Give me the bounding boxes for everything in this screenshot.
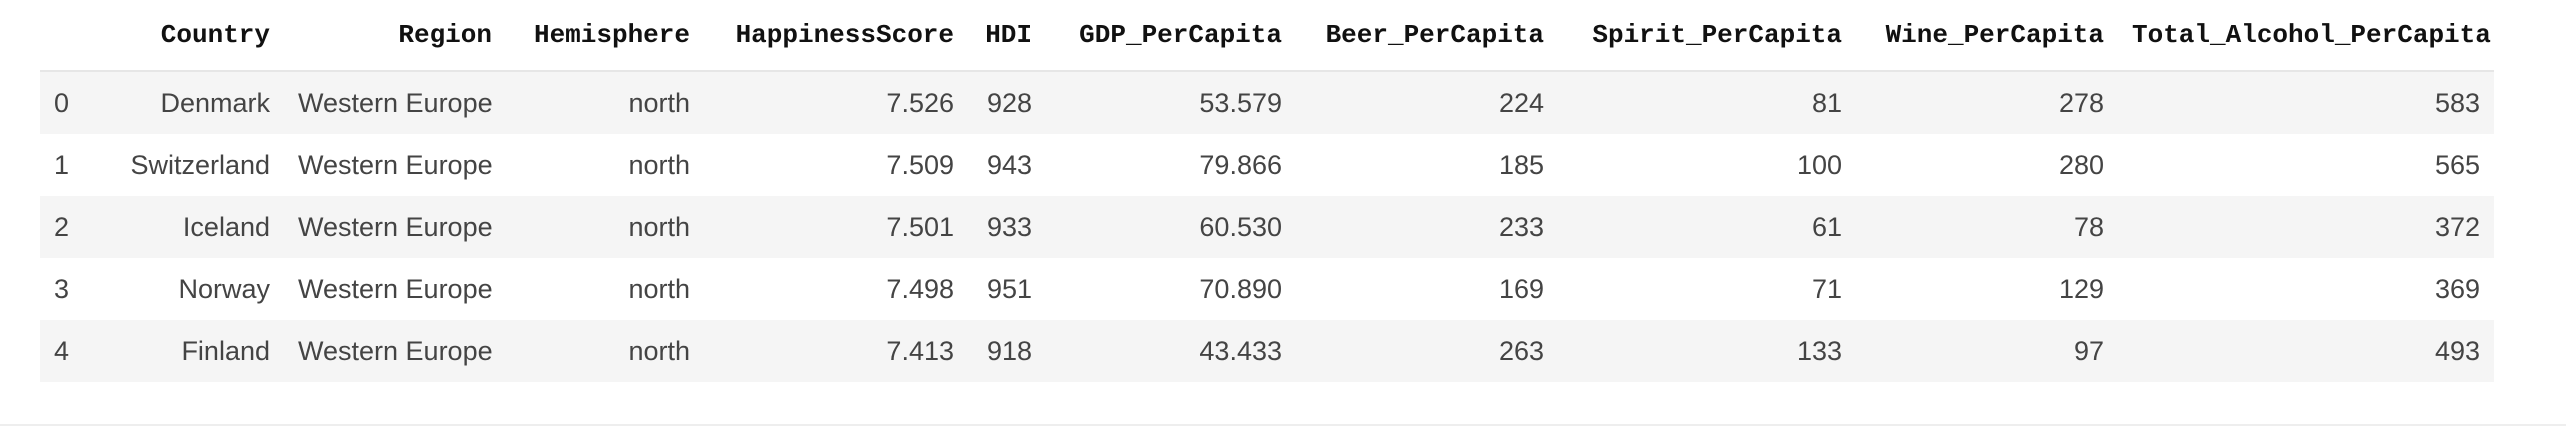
cell-total-alcohol-per-capita: 565 (2434, 149, 2480, 180)
cell-country: Finland (181, 335, 270, 366)
cell-total-alcohol-per-capita: 369 (2434, 273, 2480, 304)
cell-gdp-per-capita: 70.890 (1199, 273, 1282, 304)
cell-beer-per-capita: 169 (1498, 273, 1544, 304)
cell-beer-per-capita: 224 (1498, 87, 1544, 118)
cell-region: Western Europe (298, 335, 493, 366)
cell-hdi: 943 (986, 149, 1032, 180)
cell-gdp-per-capita: 43.433 (1199, 335, 1282, 366)
table-row: 2 Iceland Western Europe north 7.501 933… (40, 196, 2494, 258)
cell-region: Western Europe (298, 273, 493, 304)
cell-happiness-score: 7.501 (886, 211, 954, 242)
table-row: 1 Switzerland Western Europe north 7.509… (40, 134, 2494, 196)
cell-hemisphere: north (628, 273, 690, 304)
column-header-region: Region (284, 0, 506, 72)
cell-happiness-score: 7.413 (886, 335, 954, 366)
cell-total-alcohol-per-capita: 372 (2434, 211, 2480, 242)
column-header-country: Country (84, 0, 284, 72)
cell-happiness-score: 7.509 (886, 149, 954, 180)
cell-hemisphere: north (628, 87, 690, 118)
column-header-happiness-score: HappinessScore (704, 0, 968, 72)
cell-hdi: 933 (986, 211, 1032, 242)
cell-region: Western Europe (298, 211, 493, 242)
row-index: 0 (54, 87, 70, 118)
cell-country: Switzerland (130, 149, 270, 180)
dataframe-table: Country Region Hemisphere HappinessScore… (40, 0, 2494, 382)
index-header (40, 0, 84, 72)
cell-wine-per-capita: 280 (2058, 149, 2104, 180)
column-header-spirit-per-capita: Spirit_PerCapita (1558, 0, 1856, 72)
column-header-wine-per-capita: Wine_PerCapita (1856, 0, 2118, 72)
cell-country: Iceland (182, 211, 270, 242)
cell-spirit-per-capita: 61 (1811, 211, 1842, 242)
cell-hemisphere: north (628, 211, 690, 242)
table-row: 4 Finland Western Europe north 7.413 918… (40, 320, 2494, 382)
table-row: 3 Norway Western Europe north 7.498 951 … (40, 258, 2494, 320)
row-index: 1 (54, 149, 70, 180)
cell-gdp-per-capita: 79.866 (1199, 149, 1282, 180)
cell-happiness-score: 7.498 (886, 273, 954, 304)
cell-country: Norway (178, 273, 270, 304)
cell-total-alcohol-per-capita: 493 (2434, 335, 2480, 366)
cell-hdi: 918 (986, 335, 1032, 366)
cell-wine-per-capita: 78 (2073, 211, 2104, 242)
cell-spirit-per-capita: 71 (1811, 273, 1842, 304)
cell-country: Denmark (160, 87, 270, 118)
output-divider (0, 424, 2566, 426)
column-header-total-alcohol-per-capita: Total_Alcohol_PerCapita (2118, 0, 2494, 72)
cell-hemisphere: north (628, 149, 690, 180)
cell-hemisphere: north (628, 335, 690, 366)
cell-wine-per-capita: 278 (2058, 87, 2104, 118)
cell-total-alcohol-per-capita: 583 (2434, 87, 2480, 118)
row-index: 4 (54, 335, 70, 366)
cell-hdi: 928 (986, 87, 1032, 118)
column-header-hemisphere: Hemisphere (506, 0, 704, 72)
row-index: 3 (54, 273, 70, 304)
table-row: 0 Denmark Western Europe north 7.526 928… (40, 71, 2494, 134)
cell-beer-per-capita: 233 (1498, 211, 1544, 242)
cell-spirit-per-capita: 100 (1796, 149, 1842, 180)
header-row: Country Region Hemisphere HappinessScore… (40, 0, 2494, 72)
column-header-hdi: HDI (968, 0, 1046, 72)
cell-hdi: 951 (986, 273, 1032, 304)
cell-spirit-per-capita: 133 (1796, 335, 1842, 366)
cell-wine-per-capita: 129 (2058, 273, 2104, 304)
cell-beer-per-capita: 263 (1498, 335, 1544, 366)
cell-gdp-per-capita: 53.579 (1199, 87, 1282, 118)
cell-region: Western Europe (298, 149, 493, 180)
cell-spirit-per-capita: 81 (1811, 87, 1842, 118)
cell-wine-per-capita: 97 (2073, 335, 2104, 366)
cell-gdp-per-capita: 60.530 (1199, 211, 1282, 242)
column-header-gdp-per-capita: GDP_PerCapita (1046, 0, 1296, 72)
column-header-beer-per-capita: Beer_PerCapita (1296, 0, 1558, 72)
cell-beer-per-capita: 185 (1498, 149, 1544, 180)
cell-happiness-score: 7.526 (886, 87, 954, 118)
dataframe-output: Country Region Hemisphere HappinessScore… (40, 0, 2494, 382)
cell-region: Western Europe (298, 87, 493, 118)
row-index: 2 (54, 211, 70, 242)
